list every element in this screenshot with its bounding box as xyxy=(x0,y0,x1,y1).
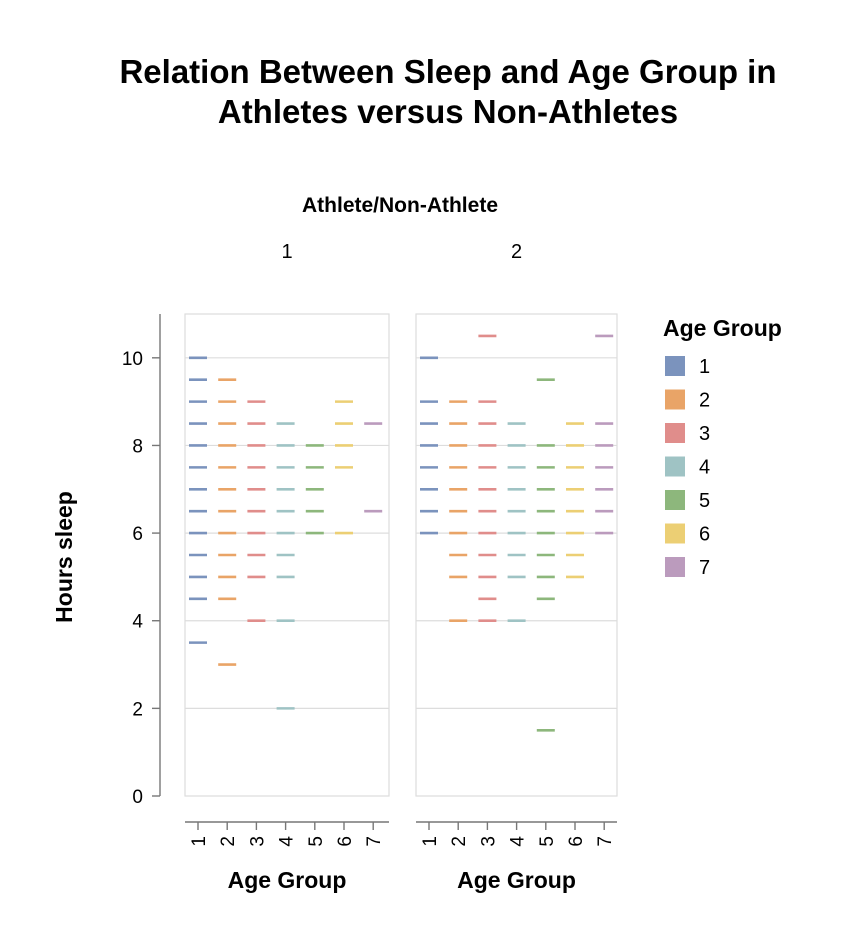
legend-label: 1 xyxy=(699,356,710,378)
legend-title: Age Group xyxy=(663,315,782,341)
legend-swatch xyxy=(665,423,685,443)
x-tick-label: 7 xyxy=(364,836,385,847)
legend-label: 4 xyxy=(699,457,710,479)
y-tick-label: 0 xyxy=(132,787,143,808)
x-tick-label: 7 xyxy=(595,836,616,847)
legend-swatch xyxy=(665,356,685,376)
legend-swatch xyxy=(665,389,685,410)
x-tick-label: 3 xyxy=(478,836,499,847)
x-axis-title: Age Group xyxy=(228,867,347,893)
chart-title-line-1: Relation Between Sleep and Age Group in xyxy=(119,53,776,90)
chart-title-line-2: Athletes versus Non-Athletes xyxy=(218,93,678,130)
x-tick-label: 5 xyxy=(537,836,558,847)
legend-label: 7 xyxy=(699,557,710,579)
legend-label: 6 xyxy=(699,524,710,546)
x-tick-label: 3 xyxy=(247,836,268,847)
x-axis-title: Age Group xyxy=(457,867,576,893)
legend-swatch xyxy=(665,490,685,510)
x-tick-label: 5 xyxy=(306,836,327,847)
legend-label: 5 xyxy=(699,490,710,512)
x-tick-label: 4 xyxy=(277,836,298,847)
facet-title: Athlete/Non-Athlete xyxy=(302,194,498,217)
y-axis-title: Hours sleep xyxy=(51,491,77,623)
y-tick-label: 6 xyxy=(132,524,143,545)
x-tick-label: 2 xyxy=(218,836,239,847)
legend-label: 3 xyxy=(699,423,710,445)
x-tick-label: 1 xyxy=(420,836,441,847)
facet-label: 2 xyxy=(511,241,522,263)
x-tick-label: 4 xyxy=(508,836,529,847)
x-tick-label: 6 xyxy=(566,836,587,847)
legend-swatch xyxy=(665,557,685,577)
y-tick-label: 10 xyxy=(122,349,143,370)
facet-label: 1 xyxy=(281,241,292,263)
legend-label: 2 xyxy=(699,390,710,412)
y-tick-label: 2 xyxy=(132,699,143,720)
x-tick-label: 2 xyxy=(449,836,470,847)
y-tick-label: 8 xyxy=(132,436,143,457)
y-tick-label: 4 xyxy=(132,612,143,633)
legend-swatch xyxy=(665,456,685,477)
legend-swatch xyxy=(665,523,685,544)
x-tick-label: 1 xyxy=(189,836,210,847)
x-tick-label: 6 xyxy=(335,836,356,847)
